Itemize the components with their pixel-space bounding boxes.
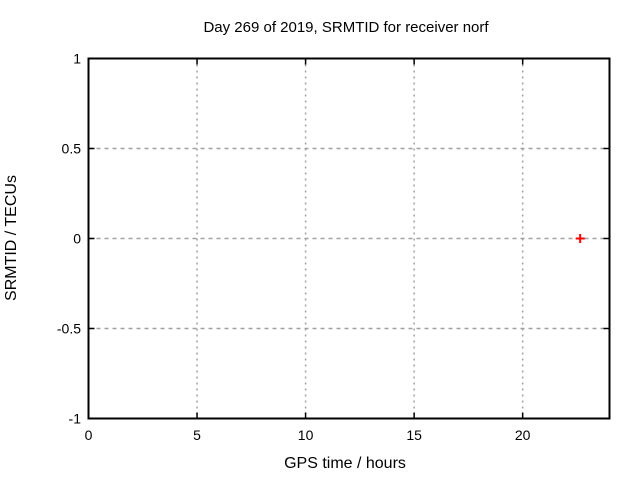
x-tick-label: 20 (515, 427, 531, 443)
grid-lines (88, 58, 610, 419)
y-tick-label: -0.5 (57, 321, 81, 337)
y-tick-label: 1 (73, 51, 81, 67)
axis-ticks (87, 57, 610, 420)
data-points (575, 234, 585, 243)
y-tick-label: 0 (73, 231, 81, 247)
y-axis-label: SRMTID / TECUs (3, 175, 20, 301)
chart-title: Day 269 of 2019, SRMTID for receiver nor… (203, 19, 489, 36)
y-tick-label: -1 (69, 411, 82, 427)
y-tick-labels: -1 -0.5 0 0.5 1 (57, 51, 81, 427)
x-tick-labels: 0 5 10 15 20 (85, 427, 531, 443)
x-tick-label: 15 (406, 427, 422, 443)
x-tick-label: 5 (193, 427, 201, 443)
y-tick-label: 0.5 (62, 141, 82, 157)
x-tick-label: 10 (298, 427, 314, 443)
x-axis-label: GPS time / hours (284, 455, 406, 472)
x-tick-label: 0 (85, 427, 93, 443)
